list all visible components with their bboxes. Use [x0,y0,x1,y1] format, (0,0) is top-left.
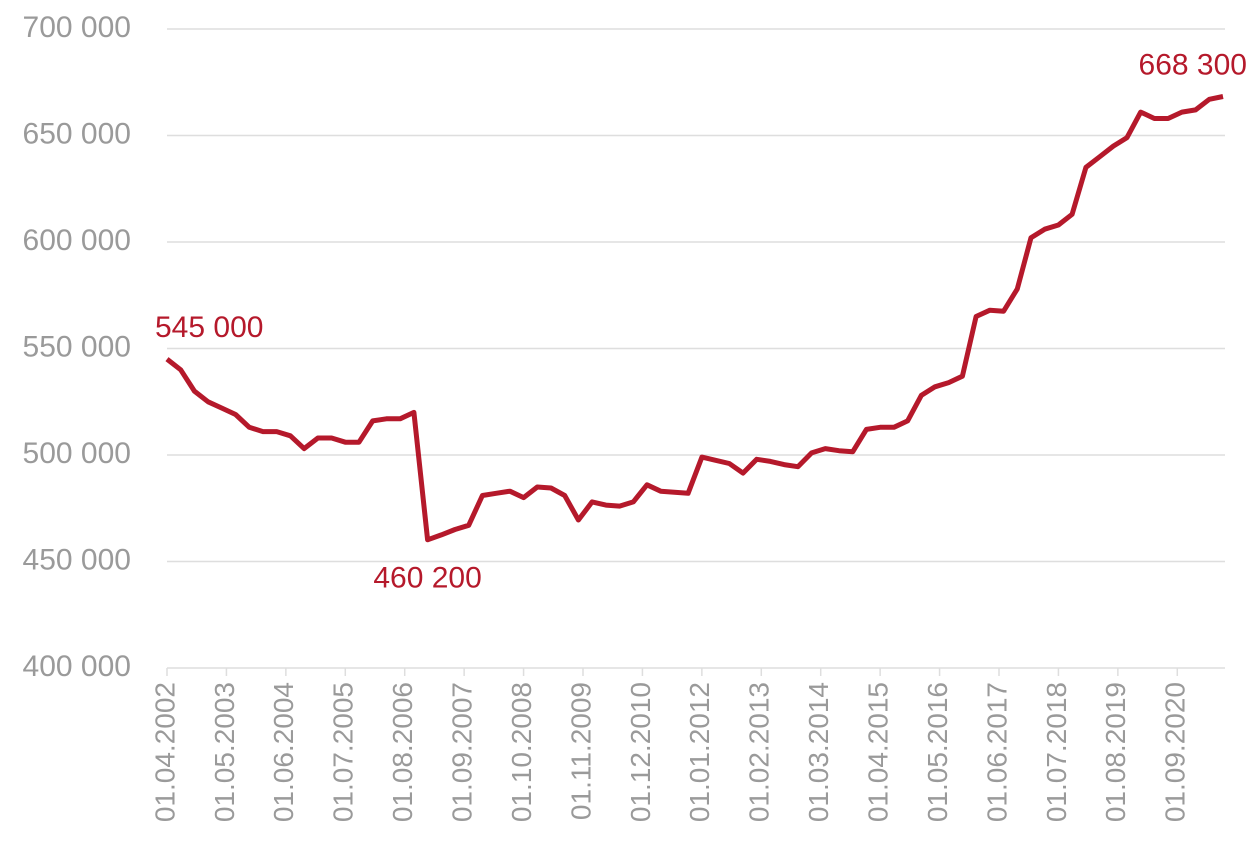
y-tick-label: 600 000 [23,224,131,257]
y-tick-label: 500 000 [23,437,131,470]
x-tick-label: 01.03.2014 [803,682,834,822]
value-label: 545 000 [155,311,263,344]
x-tick-label: 01.08.2019 [1100,682,1131,822]
y-tick-label: 700 000 [23,11,131,44]
x-tick-label: 01.11.2009 [565,682,596,820]
value-label: 668 300 [1139,48,1247,81]
x-tick-label: 01.05.2003 [209,682,240,822]
x-tick-label: 01.09.2020 [1160,682,1191,822]
x-tick-label: 01.02.2013 [744,682,775,822]
x-tick-label: 01.12.2010 [625,682,656,822]
x-tick-label: 01.01.2012 [684,682,715,822]
x-tick-label: 01.06.2004 [268,682,299,822]
x-tick-label: 01.07.2005 [328,682,359,822]
y-tick-label: 450 000 [23,543,131,576]
y-tick-label: 650 000 [23,117,131,150]
x-tick-label: 01.10.2008 [506,682,537,822]
line [165,94,1224,543]
x-tick-label: 01.04.2002 [149,682,180,822]
y-tick-label: 550 000 [23,330,131,363]
x-tick-label: 01.07.2018 [1041,682,1072,822]
x-tick-label: 01.08.2006 [387,682,418,822]
x-tick-label: 01.05.2016 [922,682,953,822]
x-tick-label: 01.06.2017 [981,682,1012,822]
value-label: 460 200 [373,562,481,595]
x-tick-label: 01.04.2015 [863,682,894,822]
x-tick-label: 01.09.2007 [447,682,478,822]
y-tick-label: 400 000 [23,650,131,683]
